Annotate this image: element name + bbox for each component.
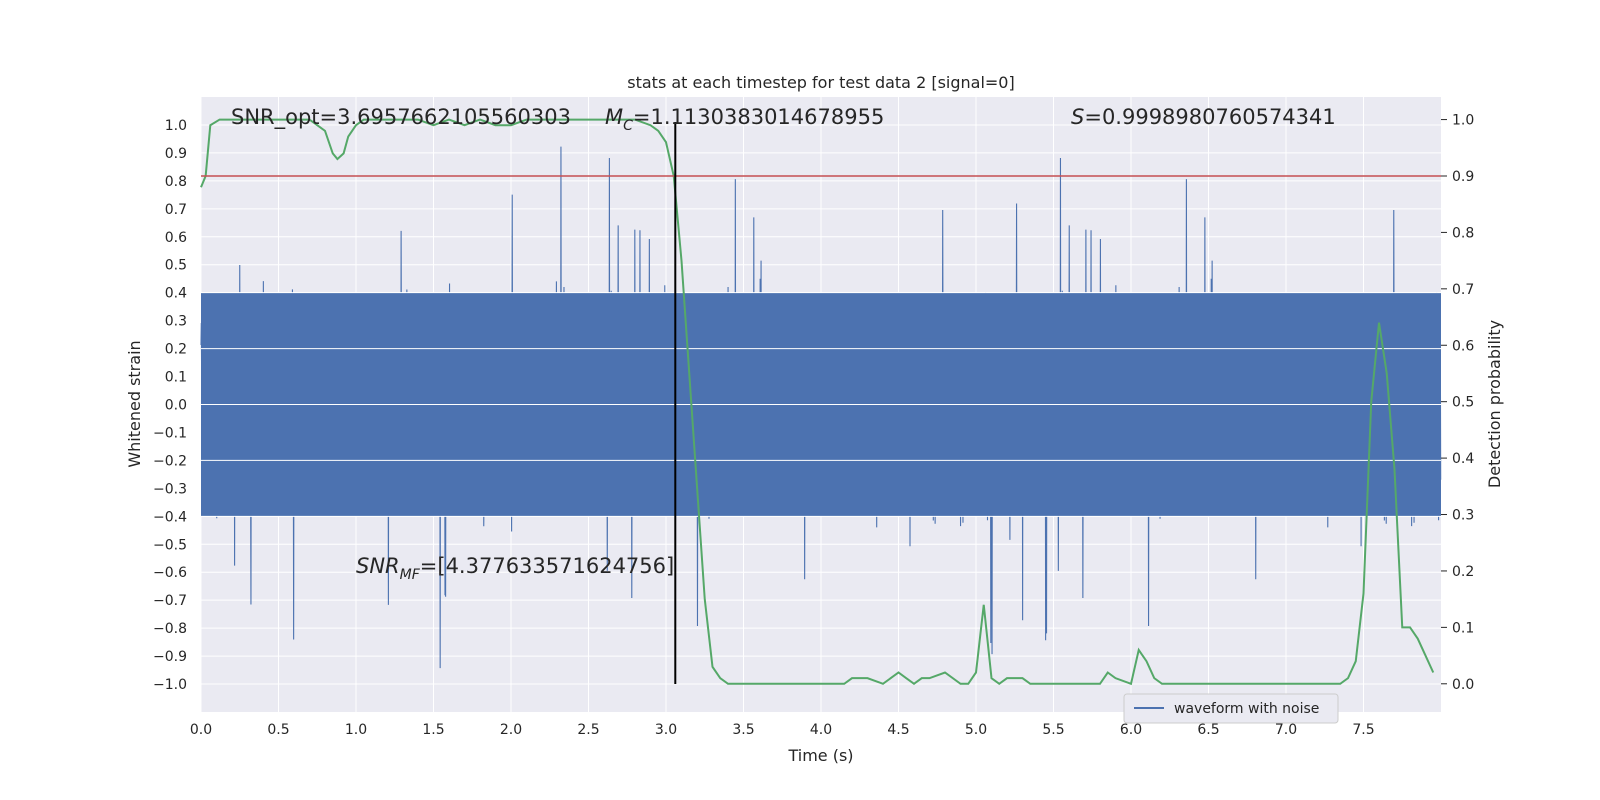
- y-left-tick-label: 0.7: [165, 202, 187, 218]
- y-left-tick-label: 0.6: [165, 230, 187, 246]
- x-tick-label: 0.0: [190, 722, 212, 738]
- chirp-mass-value: =1.1130383014678955: [633, 105, 884, 129]
- x-tick-label: 6.0: [1120, 722, 1142, 738]
- y-left-tick-label: 1.0: [165, 118, 187, 134]
- y-left-tick-label: 0.0: [165, 398, 187, 414]
- y-left-tick-label: −0.7: [153, 593, 187, 609]
- chart-title: stats at each timestep for test data 2 […: [627, 73, 1014, 92]
- y-left-tick-label: −0.5: [153, 537, 187, 553]
- reference-lines: [201, 122, 1441, 685]
- chirp-mass-annotation: MC=1.1130383014678955: [605, 105, 884, 134]
- y-left-tick-label: −0.3: [153, 481, 187, 497]
- y-right-tick-label: 0.1: [1452, 620, 1474, 636]
- snr-mf-annotation: SNRMF=[4.377633571624756]: [356, 554, 674, 583]
- y-axis-left-label: Whitened strain: [125, 340, 144, 467]
- y-left-tick-label: −0.4: [153, 509, 187, 525]
- y-left-tick-label: 0.8: [165, 174, 187, 190]
- score-annotation: S=0.9998980760574341: [1071, 105, 1336, 129]
- series-waveform: [200, 146, 1442, 669]
- y-right-tick-label: 0.0: [1452, 677, 1474, 693]
- x-tick-label: 2.5: [577, 722, 599, 738]
- y-left-tick-label: 0.9: [165, 146, 187, 162]
- x-tick-label: 3.5: [732, 722, 754, 738]
- axes: 0.0 0.5 1.0 1.5 2.0 2.5 3.0 3.5 4.0 4.5 5.0 5.5 6.0 6…: [153, 113, 1474, 738]
- y-left-tick-label: 0.4: [165, 286, 187, 302]
- y-right-tick-label: 1.0: [1452, 113, 1474, 129]
- x-tick-label: 5.5: [1042, 722, 1064, 738]
- x-tick-label: 4.5: [887, 722, 909, 738]
- y-left-tick-label: 0.1: [165, 370, 187, 386]
- y-right-tick-label: 0.3: [1452, 508, 1474, 524]
- y-right-tick-label: 0.2: [1452, 564, 1474, 580]
- y-left-tick-label: −0.6: [153, 565, 187, 581]
- x-tick-label: 3.0: [655, 722, 677, 738]
- x-tick-label: 2.0: [500, 722, 522, 738]
- x-tick-label: 7.5: [1352, 722, 1374, 738]
- snr-mf-value: =[4.377633571624756]: [420, 554, 674, 578]
- x-tick-label: 1.0: [345, 722, 367, 738]
- series-detection-probability: [200, 118, 1435, 686]
- y-left-tick-label: 0.3: [165, 314, 187, 330]
- y-axis-right-label: Detection probability: [1485, 320, 1504, 488]
- x-tick-label: 1.5: [422, 722, 444, 738]
- legend-label-waveform: waveform with noise: [1174, 701, 1319, 717]
- y-right-tick-label: 0.4: [1452, 451, 1474, 467]
- legend: waveform with noise: [1123, 693, 1339, 724]
- x-axis-label: Time (s): [787, 746, 853, 765]
- y-right-tick-label: 0.7: [1452, 282, 1474, 298]
- x-tick-label: 5.0: [965, 722, 987, 738]
- y-right-tick-label: 0.8: [1452, 225, 1474, 241]
- x-tick-label: 6.5: [1197, 722, 1219, 738]
- x-tick-label: 7.0: [1275, 722, 1297, 738]
- y-left-tick-label: −0.9: [153, 649, 187, 665]
- chirp-mass-symbol: M: [605, 105, 623, 129]
- legend-box: [1123, 693, 1339, 724]
- y-left-tick-label: 0.5: [165, 258, 187, 274]
- y-right-tick-label: 0.6: [1452, 338, 1474, 354]
- detection-probability-line: [200, 118, 1435, 686]
- score-symbol: S: [1071, 105, 1084, 129]
- x-tick-label: 4.0: [810, 722, 832, 738]
- y-left-tick-label: 0.2: [165, 342, 187, 358]
- x-tick-label: 0.5: [267, 722, 289, 738]
- y-left-tick-label: −1.0: [153, 677, 187, 693]
- y-right-tick-label: 0.5: [1452, 395, 1474, 411]
- snr-opt-annotation: SNR_opt=3.6957662105560303: [231, 105, 571, 130]
- y-right-tick-label: 0.9: [1452, 169, 1474, 185]
- snr-mf-symbol: SNR: [356, 554, 400, 578]
- chirp-mass-subscript: C: [623, 118, 633, 134]
- y-left-tick-label: −0.8: [153, 621, 187, 637]
- score-value: =0.9998980760574341: [1084, 105, 1335, 129]
- y-left-tick-label: −0.2: [153, 453, 187, 469]
- y-left-tick-label: −0.1: [153, 425, 187, 441]
- snr-mf-subscript: MF: [400, 567, 421, 583]
